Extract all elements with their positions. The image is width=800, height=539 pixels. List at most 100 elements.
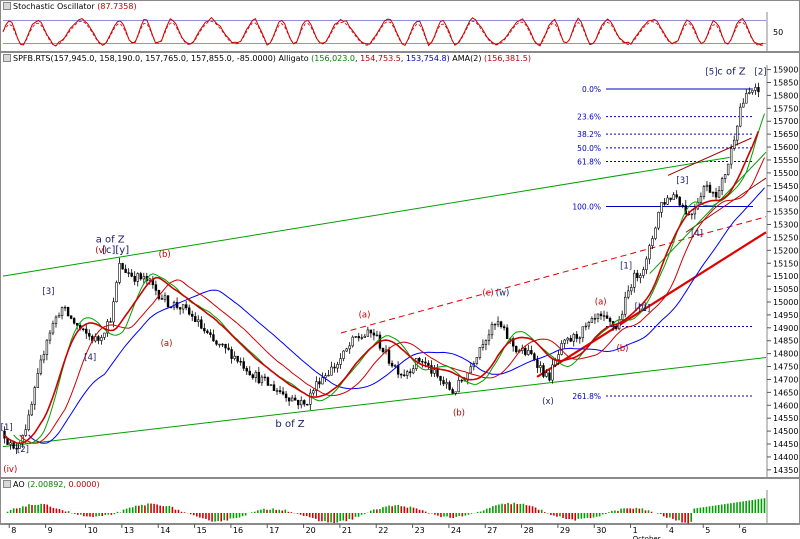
candle-body	[330, 366, 333, 376]
x-tick-label: 24	[451, 526, 461, 535]
x-tick-label: 4	[669, 526, 674, 535]
candle-body	[563, 339, 566, 344]
wave-label: [b]	[635, 303, 647, 313]
candle-body	[15, 447, 18, 450]
candle-body	[739, 106, 742, 127]
wave-label: c of Z	[717, 67, 745, 78]
price-tick-label: 15250	[773, 233, 798, 242]
candle-body	[393, 365, 397, 367]
candle-body	[224, 343, 227, 349]
x-tick-label: 23	[415, 526, 425, 535]
candle-body	[239, 361, 242, 363]
candle-body	[321, 377, 324, 385]
price-tick-label: 15900	[773, 66, 798, 75]
candle-body	[493, 323, 497, 326]
candle-body	[451, 389, 454, 394]
x-tick-label: 28	[524, 526, 534, 535]
candle-body	[85, 328, 88, 334]
candle-body	[742, 102, 745, 108]
candle-body	[599, 313, 603, 317]
candle-body	[681, 204, 684, 207]
candle-body	[296, 399, 300, 406]
x-tick-label: 21	[342, 526, 352, 535]
x-tick-label: 16	[233, 526, 243, 535]
candle-body	[539, 365, 542, 368]
candle-body	[166, 295, 170, 308]
alligator-jaw-value: 153,754.8)	[405, 54, 450, 63]
candle-body	[248, 370, 251, 376]
candle-body	[445, 382, 448, 385]
candle-body	[251, 374, 254, 378]
wave-label: [4]	[691, 229, 703, 239]
candle-body	[551, 364, 554, 381]
price-tick-label: 15000	[773, 298, 798, 307]
candle-body	[442, 380, 445, 385]
candle-body	[336, 364, 339, 369]
x-tick-label: 14	[160, 526, 170, 535]
candle-body	[127, 272, 130, 274]
pane-menu-icon[interactable]	[3, 54, 11, 62]
x-tick-label: 17	[269, 526, 279, 535]
candle-body	[514, 345, 518, 353]
candle-body	[245, 368, 248, 372]
candle-body	[460, 379, 463, 382]
candle-body	[354, 336, 357, 338]
candle-body	[636, 272, 639, 279]
candle-body	[530, 350, 533, 355]
x-tick-label: 15	[197, 526, 207, 535]
price-tick-label: 14600	[773, 401, 798, 410]
alligator-jaw-line	[28, 187, 765, 444]
candle-body	[596, 313, 600, 319]
wave-label: (iv)	[3, 465, 17, 475]
candle-body	[584, 325, 588, 328]
price-tick-label: 15850	[773, 78, 798, 87]
candle-body	[66, 306, 70, 317]
alligator-lips-value: (156,023.0	[311, 54, 355, 63]
candle-body	[178, 307, 182, 310]
candle-body	[278, 390, 282, 393]
price-tick-label: 14400	[773, 453, 798, 462]
wave-label: [1]	[620, 261, 632, 271]
candle-body	[390, 362, 394, 367]
price-tick-label: 15600	[773, 143, 798, 152]
candle-body	[51, 323, 55, 334]
pane-menu-icon[interactable]	[3, 2, 11, 10]
candle-body	[303, 400, 306, 405]
fib-level-label: 50.0%	[577, 144, 601, 153]
candle-body	[702, 186, 706, 197]
candle-body	[654, 227, 657, 239]
candle-body	[360, 337, 363, 339]
candle-body	[651, 238, 654, 247]
price-tick-label: 14850	[773, 337, 798, 346]
candle-body	[499, 321, 503, 328]
price-tick-label: 15100	[773, 272, 798, 281]
candle-body	[745, 93, 748, 104]
price-tick-label: 14950	[773, 311, 798, 320]
ao-value-red: 0.0000)	[68, 480, 100, 489]
candle-body	[418, 357, 421, 362]
candle-body	[427, 362, 430, 366]
price-tick-label: 14650	[773, 388, 798, 397]
candle-body	[154, 284, 158, 291]
candle-body	[690, 213, 694, 216]
candle-body	[197, 319, 200, 323]
candle-body	[233, 355, 236, 359]
candle-body	[221, 343, 224, 346]
wave-label: [2]	[755, 68, 767, 78]
candle-body	[754, 87, 757, 91]
candle-body	[290, 397, 294, 402]
candle-body	[124, 268, 127, 273]
wave-label: (b)	[616, 344, 628, 354]
candle-body	[536, 359, 539, 368]
candle-body	[212, 334, 215, 342]
pane-menu-icon[interactable]	[3, 480, 11, 488]
candle-body	[54, 316, 58, 324]
candle-body	[160, 298, 164, 300]
candle-body	[45, 339, 49, 355]
ao-name: AO	[13, 480, 25, 489]
candle-body	[36, 373, 40, 388]
candle-body	[281, 391, 285, 395]
fib-level-label: 38.2%	[577, 130, 601, 139]
candle-body	[421, 361, 424, 363]
wave-label: (a)	[359, 310, 371, 320]
